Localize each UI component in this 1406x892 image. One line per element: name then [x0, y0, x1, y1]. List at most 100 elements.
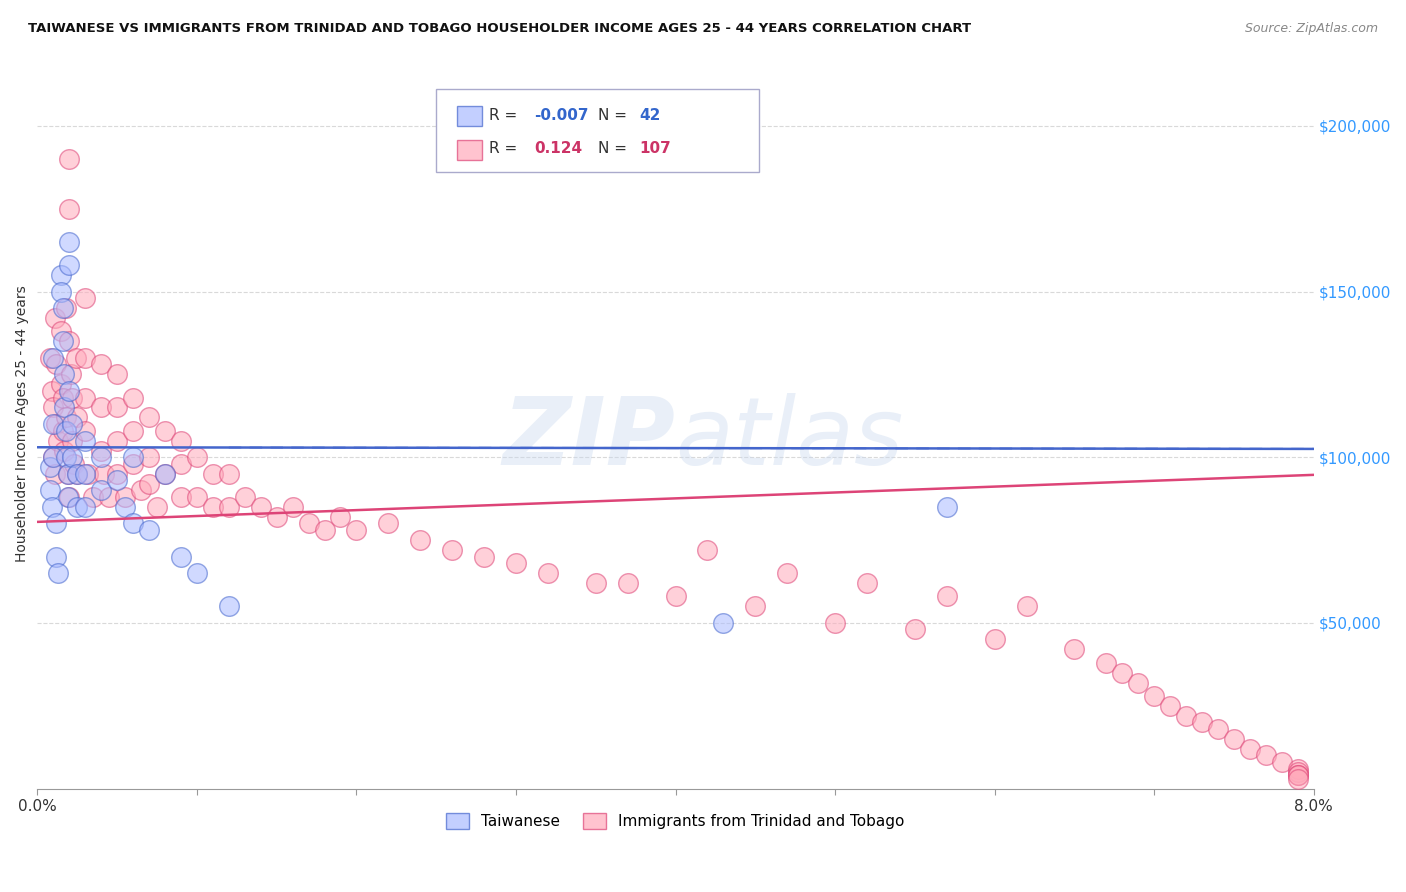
Point [138, 450, 160, 465]
Point [170, 549, 193, 564]
Point [105, 467, 128, 481]
Point [329, 509, 352, 524]
Point [45, 549, 67, 564]
Text: 107: 107 [640, 142, 672, 156]
Point [218, 467, 240, 481]
Point [186, 566, 208, 581]
Point [56, 467, 79, 481]
Point [983, 632, 1005, 647]
Point [153, 467, 176, 481]
Point [66, 410, 89, 425]
Point [505, 556, 527, 570]
Point [266, 509, 288, 524]
Point [82, 490, 104, 504]
Point [75, 291, 97, 305]
Point [824, 615, 846, 630]
Point [58, 334, 80, 349]
Point [585, 576, 607, 591]
Point [58, 490, 80, 504]
Point [297, 516, 319, 531]
Point [935, 500, 957, 514]
Point [696, 543, 718, 558]
Point [46, 434, 69, 448]
Point [122, 450, 145, 465]
Point [41, 500, 63, 514]
Point [44, 467, 66, 481]
Text: atlas: atlas [675, 393, 904, 484]
Point [1111, 665, 1133, 680]
Point [90, 450, 112, 465]
Point [53, 401, 76, 415]
Point [1063, 642, 1085, 657]
Point [1239, 741, 1261, 756]
Point [346, 523, 368, 537]
Point [249, 500, 271, 514]
Point [58, 152, 80, 166]
Text: Source: ZipAtlas.com: Source: ZipAtlas.com [1244, 22, 1378, 36]
Y-axis label: Householder Income Ages 25 - 44 years: Householder Income Ages 25 - 44 years [15, 285, 30, 563]
Point [75, 391, 97, 405]
Point [55, 450, 77, 465]
Text: -0.007: -0.007 [534, 108, 589, 122]
Point [39, 483, 62, 498]
Point [39, 351, 62, 365]
Point [122, 516, 145, 531]
Text: N =: N = [598, 108, 631, 122]
Point [114, 500, 136, 514]
Point [75, 434, 97, 448]
Point [170, 490, 193, 504]
Point [75, 467, 97, 481]
Point [744, 599, 766, 614]
Point [856, 576, 879, 591]
Point [62, 434, 84, 448]
Point [904, 623, 927, 637]
Point [51, 324, 73, 338]
Point [233, 490, 256, 504]
Point [218, 500, 240, 514]
Point [55, 301, 77, 315]
Point [935, 590, 957, 604]
Point [55, 424, 77, 438]
Point [75, 500, 97, 514]
Point [90, 358, 112, 372]
Point [56, 467, 79, 481]
Text: N =: N = [598, 142, 631, 156]
Point [45, 417, 67, 431]
Point [55, 410, 77, 425]
Point [409, 533, 432, 547]
Point [138, 476, 160, 491]
Point [66, 500, 89, 514]
Point [65, 351, 87, 365]
Text: R =: R = [489, 142, 523, 156]
Point [75, 351, 97, 365]
Point [53, 443, 76, 458]
Point [138, 523, 160, 537]
Point [42, 450, 65, 465]
Point [42, 450, 65, 465]
Point [201, 467, 224, 481]
Point [93, 467, 115, 481]
Point [122, 457, 145, 471]
Point [77, 467, 100, 481]
Text: TAIWANESE VS IMMIGRANTS FROM TRINIDAD AND TOBAGO HOUSEHOLDER INCOME AGES 25 - 44: TAIWANESE VS IMMIGRANTS FROM TRINIDAD AN… [28, 22, 972, 36]
Point [75, 424, 97, 438]
Point [1128, 675, 1150, 690]
Point [42, 351, 65, 365]
Point [186, 490, 208, 504]
Point [218, 599, 240, 614]
Legend: Taiwanese, Immigrants from Trinidad and Tobago: Taiwanese, Immigrants from Trinidad and … [440, 807, 911, 836]
Point [146, 500, 169, 514]
Point [39, 460, 62, 475]
Point [122, 391, 145, 405]
Text: 42: 42 [640, 108, 661, 122]
Point [90, 443, 112, 458]
Point [1206, 722, 1229, 736]
Point [105, 474, 128, 488]
Point [52, 424, 75, 438]
Point [129, 483, 152, 498]
Point [42, 401, 65, 415]
Point [1223, 731, 1246, 746]
Point [1286, 768, 1309, 782]
Point [153, 424, 176, 438]
Point [1254, 748, 1277, 763]
